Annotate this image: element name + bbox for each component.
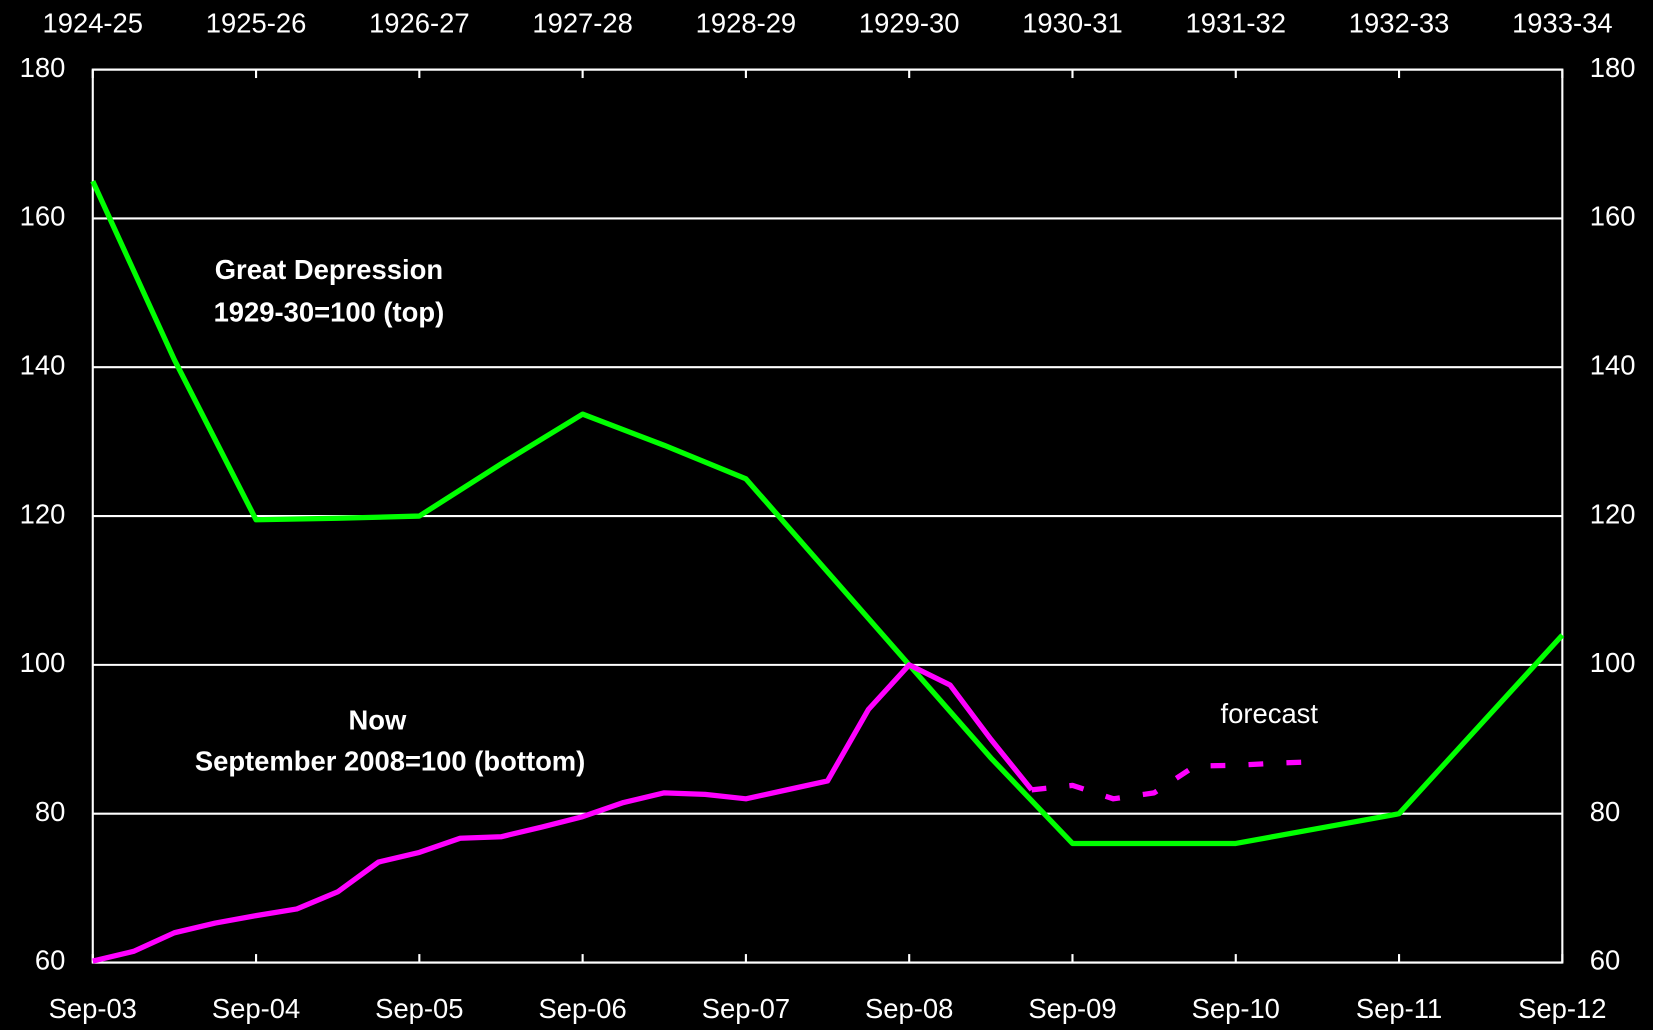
y2-tick-label: 180 — [1590, 52, 1636, 83]
series-line — [92, 662, 1034, 964]
x-tick-label: Sep-04 — [212, 993, 300, 1024]
y-tick-label: 160 — [20, 201, 66, 232]
x2-tick-label: 1926-27 — [369, 8, 470, 39]
x2-tick-label: 1930-31 — [1022, 8, 1123, 39]
x2-tick-label: 1928-29 — [696, 8, 797, 39]
y-tick-label: 80 — [35, 796, 65, 827]
y2-tick-label: 80 — [1590, 796, 1620, 827]
annotation: September 2008=100 (bottom) — [195, 746, 585, 777]
annotation: Great Depression — [215, 254, 443, 285]
annotation: Now — [348, 704, 407, 735]
y-tick-label: 100 — [20, 647, 66, 678]
y2-tick-label: 140 — [1590, 349, 1636, 380]
x-tick-label: Sep-09 — [1028, 993, 1116, 1024]
x-tick-label: Sep-05 — [375, 993, 463, 1024]
x-tick-label: Sep-11 — [1356, 993, 1442, 1024]
y2-tick-label: 120 — [1590, 498, 1636, 529]
y-tick-label: 60 — [35, 945, 65, 976]
annotation: forecast — [1221, 698, 1319, 729]
y-tick-label: 140 — [20, 349, 66, 380]
plot-frame — [91, 68, 1564, 964]
x2-tick-label: 1933-34 — [1512, 8, 1613, 39]
x-tick-label: Sep-03 — [49, 993, 137, 1024]
x2-tick-label: 1927-28 — [532, 8, 633, 39]
y-tick-label: 180 — [20, 52, 66, 83]
series-line — [1031, 758, 1318, 802]
x-tick-label: Sep-10 — [1192, 993, 1280, 1024]
x-tick-label: Sep-06 — [538, 993, 626, 1024]
y2-tick-label: 60 — [1590, 945, 1620, 976]
y-tick-label: 120 — [20, 498, 66, 529]
x2-tick-label: 1931-32 — [1186, 8, 1287, 39]
x-tick-label: Sep-12 — [1518, 993, 1606, 1024]
x2-tick-label: 1929-30 — [859, 8, 960, 39]
annotation: 1929-30=100 (top) — [214, 296, 445, 327]
x-tick-label: Sep-07 — [702, 993, 790, 1024]
x-tick-label: Sep-08 — [865, 993, 953, 1024]
x2-tick-label: 1925-26 — [206, 8, 307, 39]
x2-tick-label: 1924-25 — [43, 8, 144, 39]
x2-tick-label: 1932-33 — [1349, 8, 1450, 39]
y2-tick-label: 100 — [1590, 647, 1636, 678]
y2-tick-label: 160 — [1590, 201, 1636, 232]
series-line — [90, 180, 1565, 847]
